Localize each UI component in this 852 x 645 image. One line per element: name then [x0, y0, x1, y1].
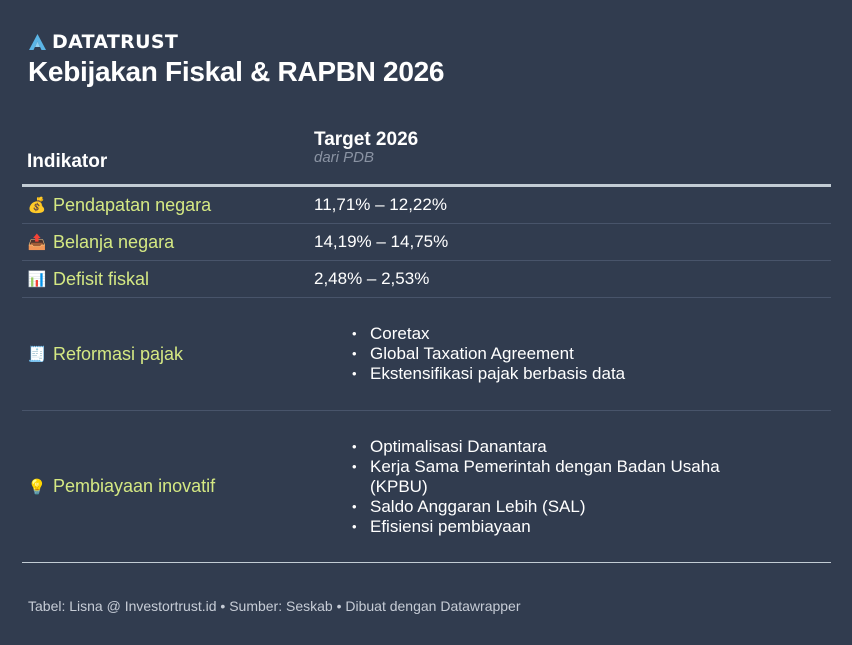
indicator-cell: 💰 Pendapatan negara [27, 194, 212, 216]
list-item: Efisiensi pembiayaan [352, 517, 772, 537]
indicator-cell: 🧾 Reformasi pajak [27, 344, 183, 365]
target-list: Optimalisasi Danantara Kerja Sama Pemeri… [352, 437, 772, 537]
target-list: Coretax Global Taxation Agreement Eksten… [352, 324, 772, 384]
receipt-icon: 🧾 [27, 346, 47, 363]
target-value: 11,71% – 12,22% [314, 195, 447, 214]
brand: DATATRUST [29, 31, 178, 53]
list-item: Ekstensifikasi pajak berbasis data [352, 364, 772, 384]
indicator-cell: 📤 Belanja negara [27, 232, 174, 253]
target-value: 2,48% – 2,53% [314, 269, 430, 288]
indicator-label: Defisit fiskal [53, 268, 150, 289]
bar-chart-icon: 📊 [27, 271, 47, 288]
column-header-indicator: Indikator [27, 151, 108, 172]
indicator-label: Pembiayaan inovatif [53, 476, 216, 496]
list-item: Saldo Anggaran Lebih (SAL) [352, 497, 772, 517]
list-item: Global Taxation Agreement [352, 344, 772, 364]
indicator-cell: 📊 Defisit fiskal [27, 269, 149, 290]
column-header-target-title: Target 2026 [314, 129, 419, 150]
light-bulb-icon: 💡 [27, 478, 47, 496]
column-header-target-subtitle: dari PDB [314, 149, 375, 166]
page-title: Kebijakan Fiskal & RAPBN 2026 [28, 56, 445, 87]
indicator-cell: 💡 Pembiayaan inovatif [27, 476, 215, 497]
table-row: 💰 Pendapatan negara 11,71% – 12,22% [22, 187, 831, 224]
list-item: Coretax [352, 324, 772, 344]
indicator-label: Reformasi pajak [53, 343, 184, 364]
fiscal-policy-table: Indikator Target 2026 dari PDB 💰 Pendapa… [22, 124, 831, 563]
outbox-tray-icon: 📤 [27, 234, 47, 251]
table-header: Indikator Target 2026 dari PDB [22, 124, 831, 187]
footer-credits: Tabel: Lisna @ Investortrust.id • Sumber… [28, 598, 521, 614]
table-row: 📊 Defisit fiskal 2,48% – 2,53% [22, 261, 831, 298]
indicator-label: Pendapatan negara [53, 194, 212, 215]
table-row: 📤 Belanja negara 14,19% – 14,75% [22, 224, 831, 261]
table-row: 🧾 Reformasi pajak Coretax Global Taxatio… [22, 298, 831, 411]
column-header-target: Target 2026 dari PDB [314, 130, 418, 166]
target-value: 14,19% – 14,75% [314, 232, 449, 251]
datatrust-logo-icon [29, 34, 46, 50]
indicator-label: Belanja negara [53, 231, 175, 252]
brand-name: DATATRUST [52, 31, 179, 53]
money-bag-icon: 💰 [27, 197, 47, 214]
list-item: Kerja Sama Pemerintah dengan Badan Usaha… [352, 457, 772, 497]
list-item: Optimalisasi Danantara [352, 437, 772, 457]
table-row: 💡 Pembiayaan inovatif Optimalisasi Danan… [22, 411, 831, 563]
